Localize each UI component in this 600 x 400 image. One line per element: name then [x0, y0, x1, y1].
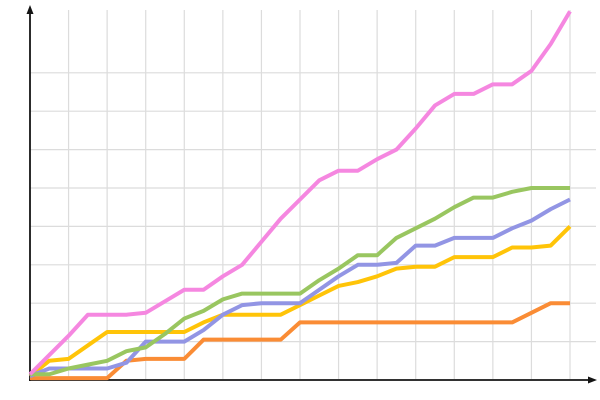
x-axis-arrowhead	[588, 376, 597, 384]
y-axis-arrowhead	[26, 5, 34, 14]
series-green-line	[30, 186, 570, 377]
series-periwinkle-line	[29, 197, 571, 379]
series-violet-line	[28, 10, 572, 376]
